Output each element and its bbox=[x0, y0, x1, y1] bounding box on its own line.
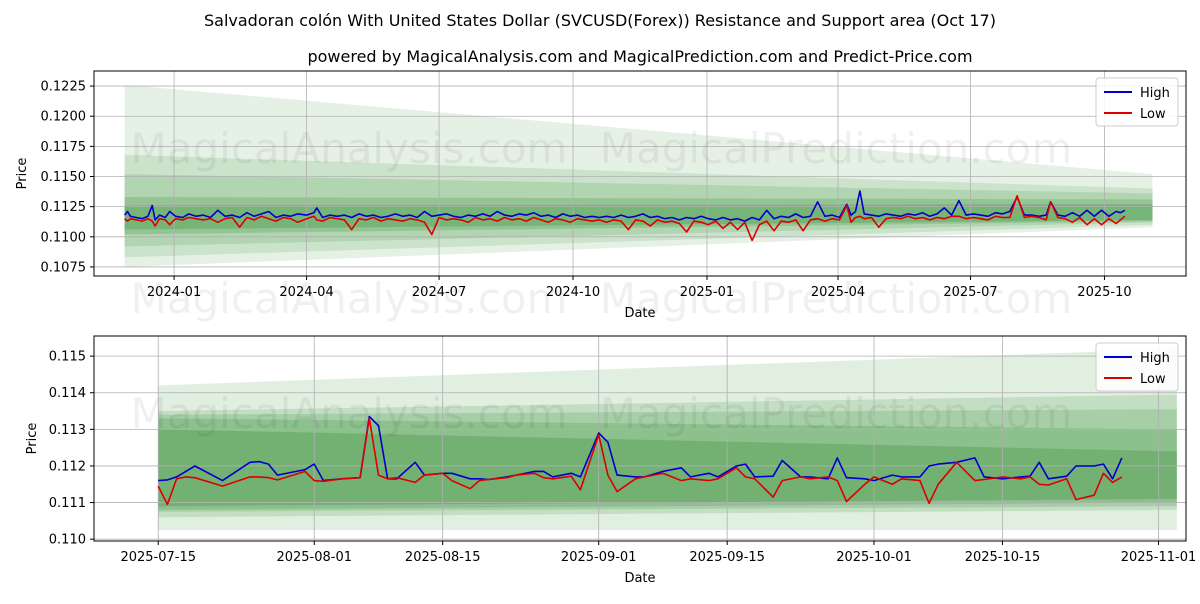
x-axis-label: Date bbox=[624, 306, 655, 321]
legend-label-low: Low bbox=[1140, 372, 1166, 387]
support-resistance-band bbox=[124, 204, 1153, 230]
watermark-text: MagicalAnalysis.com bbox=[131, 389, 568, 438]
y-tick-label: 0.1200 bbox=[41, 110, 87, 125]
x-tick-label: 2025-09-15 bbox=[689, 550, 765, 565]
y-tick-label: 0.113 bbox=[49, 423, 86, 438]
watermark-text: MagicalPrediction.com bbox=[600, 389, 1073, 438]
x-tick-label: 2025-08-15 bbox=[405, 550, 481, 565]
legend-label-low: Low bbox=[1140, 107, 1166, 122]
y-tick-label: 0.115 bbox=[49, 350, 86, 365]
legend-label-high: High bbox=[1140, 86, 1170, 101]
legend-label-high: High bbox=[1140, 351, 1170, 366]
y-tick-label: 0.1175 bbox=[41, 140, 87, 155]
support-resistance-band bbox=[124, 174, 1153, 247]
x-tick-label: 2025-10 bbox=[1077, 285, 1131, 300]
x-axis-label: Date bbox=[624, 571, 655, 586]
y-axis-label: Price bbox=[25, 423, 40, 455]
x-tick-label: 2025-10-15 bbox=[965, 550, 1041, 565]
y-tick-label: 0.1100 bbox=[41, 230, 87, 245]
y-tick-label: 0.114 bbox=[49, 386, 86, 401]
chart-legend: High Low bbox=[1095, 342, 1179, 392]
chart-title: Salvadoran colón With United States Doll… bbox=[204, 11, 996, 30]
y-tick-label: 0.111 bbox=[49, 496, 86, 511]
y-tick-label: 0.1125 bbox=[41, 200, 87, 215]
top-chart-panel: MagicalAnalysis.com MagicalPrediction.com… bbox=[15, 70, 1187, 323]
watermark-text: MagicalAnalysis.com bbox=[131, 274, 568, 323]
x-tick-label: 2024-10 bbox=[546, 285, 600, 300]
x-tick-label: 2025-04 bbox=[811, 285, 865, 300]
bottom-chart-panel: MagicalAnalysis.com MagicalPrediction.com… bbox=[25, 335, 1197, 586]
y-tick-label: 0.110 bbox=[49, 533, 86, 548]
x-tick-label: 2024-07 bbox=[412, 285, 466, 300]
x-tick-label: 2025-01 bbox=[680, 285, 734, 300]
x-tick-label: 2024-01 bbox=[147, 285, 201, 300]
x-tick-label: 2025-11-01 bbox=[1121, 550, 1197, 565]
support-resistance-band bbox=[124, 154, 1153, 258]
x-tick-label: 2024-04 bbox=[279, 285, 333, 300]
high-series-line bbox=[123, 190, 1126, 222]
plot-frame bbox=[93, 70, 1187, 277]
plot-frame bbox=[93, 335, 1187, 542]
x-tick-label: 2025-07 bbox=[943, 285, 997, 300]
y-tick-label: 0.1150 bbox=[41, 170, 87, 185]
low-series-line bbox=[124, 195, 1126, 242]
x-tick-label: 2025-08-01 bbox=[276, 550, 352, 565]
x-tick-label: 2025-07-15 bbox=[120, 550, 196, 565]
y-axis-label: Price bbox=[15, 158, 30, 190]
y-tick-label: 0.1225 bbox=[41, 80, 87, 95]
chart-legend: High Low bbox=[1095, 77, 1179, 127]
x-tick-label: 2025-09-01 bbox=[561, 550, 637, 565]
watermark-text: MagicalAnalysis.com bbox=[131, 124, 568, 173]
y-tick-label: 0.1075 bbox=[41, 260, 87, 275]
watermark-text: MagicalPrediction.com bbox=[600, 124, 1073, 173]
watermark-text: MagicalPrediction.com bbox=[600, 274, 1073, 323]
y-tick-label: 0.112 bbox=[49, 459, 86, 474]
x-tick-label: 2025-10-01 bbox=[836, 550, 912, 565]
chart-subtitle: powered by MagicalAnalysis.com and Magic… bbox=[307, 47, 972, 66]
low-series-line bbox=[157, 417, 1123, 506]
